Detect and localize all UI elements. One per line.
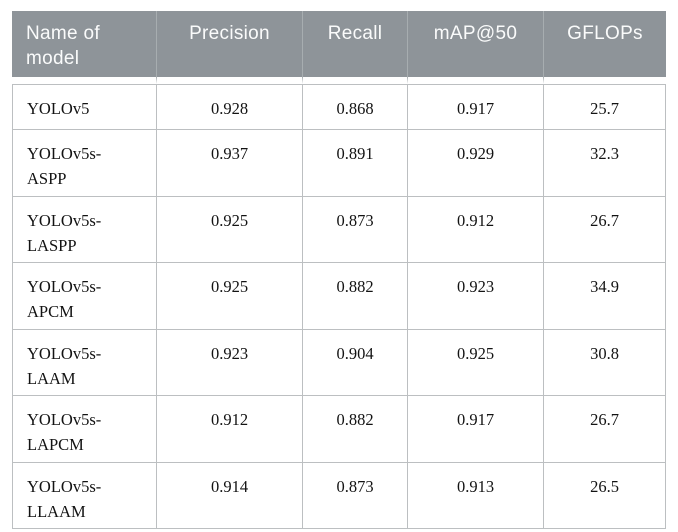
gflops-cell: 26.7 xyxy=(544,196,666,264)
model-name-cell: YOLOv5s- ASPP xyxy=(12,130,157,197)
map50-cell: 0.925 xyxy=(408,329,544,397)
model-name-cell: YOLOv5s- LAPCM xyxy=(12,396,157,463)
table-row: YOLOv5s- APCM 0.925 0.882 0.923 34.9 xyxy=(12,263,666,330)
map50-cell: 0.923 xyxy=(408,263,544,330)
results-table: Name of model Precision Recall mAP@50 GF… xyxy=(12,11,666,530)
recall-cell: 0.868 xyxy=(303,84,408,131)
column-header-precision: Precision xyxy=(157,11,303,85)
model-name-cell: YOLOv5s- APCM xyxy=(12,263,157,330)
map50-cell: 0.917 xyxy=(408,396,544,463)
model-name-cell: YOLOv5 xyxy=(12,84,157,131)
recall-cell: 0.882 xyxy=(303,263,408,330)
precision-cell: 0.925 xyxy=(157,196,303,264)
model-name-cell: YOLOv5s- LASPP xyxy=(12,196,157,264)
table-row: YOLOv5 0.928 0.868 0.917 25.7 xyxy=(12,84,666,131)
table-row: YOLOv5s- LLAAM 0.914 0.873 0.913 26.5 xyxy=(12,462,666,530)
column-header-recall: Recall xyxy=(303,11,408,85)
precision-cell: 0.923 xyxy=(157,329,303,397)
table-row: YOLOv5s- LASPP 0.925 0.873 0.912 26.7 xyxy=(12,196,666,264)
recall-cell: 0.904 xyxy=(303,329,408,397)
column-header-name-of-model: Name of model xyxy=(12,11,157,85)
gflops-cell: 34.9 xyxy=(544,263,666,330)
header-row: Name of model Precision Recall mAP@50 GF… xyxy=(12,11,666,85)
map50-cell: 0.913 xyxy=(408,462,544,530)
map50-cell: 0.912 xyxy=(408,196,544,264)
gflops-cell: 26.7 xyxy=(544,396,666,463)
table-row: YOLOv5s- LAAM 0.923 0.904 0.925 30.8 xyxy=(12,329,666,397)
gflops-cell: 30.8 xyxy=(544,329,666,397)
map50-cell: 0.917 xyxy=(408,84,544,131)
gflops-cell: 26.5 xyxy=(544,462,666,530)
recall-cell: 0.882 xyxy=(303,396,408,463)
map50-cell: 0.929 xyxy=(408,130,544,197)
table-row: YOLOv5s- LAPCM 0.912 0.882 0.917 26.7 xyxy=(12,396,666,463)
precision-cell: 0.937 xyxy=(157,130,303,197)
recall-cell: 0.873 xyxy=(303,196,408,264)
recall-cell: 0.873 xyxy=(303,462,408,530)
model-name-cell: YOLOv5s- LAAM xyxy=(12,329,157,397)
gflops-cell: 25.7 xyxy=(544,84,666,131)
column-header-gflops: GFLOPs xyxy=(544,11,666,85)
precision-cell: 0.928 xyxy=(157,84,303,131)
recall-cell: 0.891 xyxy=(303,130,408,197)
column-header-map50: mAP@50 xyxy=(408,11,544,85)
model-name-cell: YOLOv5s- LLAAM xyxy=(12,462,157,530)
precision-cell: 0.925 xyxy=(157,263,303,330)
precision-cell: 0.912 xyxy=(157,396,303,463)
gflops-cell: 32.3 xyxy=(544,130,666,197)
precision-cell: 0.914 xyxy=(157,462,303,530)
table-row: YOLOv5s- ASPP 0.937 0.891 0.929 32.3 xyxy=(12,130,666,197)
